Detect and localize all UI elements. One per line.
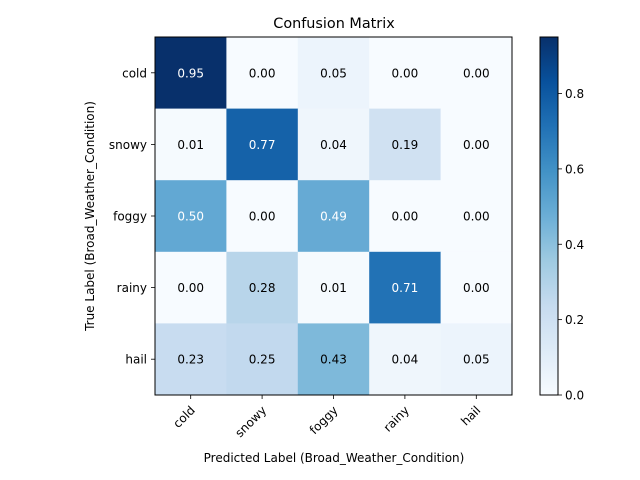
heatmap-cell-3-4 [440, 251, 513, 324]
cell-value-4-0: 0.23 [177, 353, 204, 367]
cell-value-2-0: 0.50 [177, 210, 204, 224]
x-axis-ticks: cold snowy foggy rainy hail [170, 395, 483, 440]
heatmap-cells: 0.95 0.00 0.05 0.00 0.00 0.01 0.77 0.04 0.19 0.00… [155, 37, 513, 396]
heatmap-cell-4-2 [297, 323, 370, 396]
cell-value-2-3: 0.00 [392, 210, 419, 224]
colorbar [539, 36, 559, 396]
y-tick-label-cold: cold [122, 66, 147, 80]
cell-value-1-1: 0.77 [249, 138, 276, 152]
cell-value-4-1: 0.25 [249, 353, 276, 367]
y-axis-label: True Label (Broad_Weather_Condition) [83, 101, 97, 332]
heatmap-cell-0-2 [297, 37, 370, 110]
cell-value-0-1: 0.00 [249, 66, 276, 80]
heatmap-cell-0-4 [440, 37, 513, 110]
cell-value-3-1: 0.28 [249, 281, 276, 295]
x-tick-label-hail: hail [458, 403, 483, 428]
heatmap-cell-4-3 [369, 323, 442, 396]
heatmap-cell-0-1 [226, 37, 299, 110]
cell-value-3-0: 0.00 [177, 281, 204, 295]
heatmap-cell-1-0 [155, 108, 227, 181]
colorbar-tick-label: 0.8 [565, 87, 584, 101]
cell-value-3-2: 0.01 [320, 281, 347, 295]
heatmap-cell-1-1 [226, 108, 299, 181]
cell-value-2-4: 0.00 [463, 210, 490, 224]
heatmap-cell-3-1 [226, 251, 299, 324]
heatmap-cell-4-1 [226, 323, 299, 396]
x-tick-label-foggy: foggy [307, 403, 341, 437]
heatmap-cell-2-3 [369, 180, 442, 253]
heatmap-cell-2-4 [440, 180, 513, 253]
y-tick-label-snowy: snowy [109, 138, 147, 152]
heatmap-cell-0-3 [369, 37, 442, 110]
colorbar-tick-label: 0.4 [565, 238, 584, 252]
cell-value-1-0: 0.01 [177, 138, 204, 152]
heatmap-cell-1-4 [440, 108, 513, 181]
x-axis-label: Predicted Label (Broad_Weather_Condition… [204, 451, 465, 465]
y-tick-label-hail: hail [125, 353, 147, 367]
cell-value-2-1: 0.00 [249, 210, 276, 224]
heatmap-cell-3-0 [155, 251, 227, 324]
heatmap-cell-3-3 [369, 251, 442, 324]
cell-value-3-3: 0.71 [392, 281, 419, 295]
cell-value-4-2: 0.43 [320, 353, 347, 367]
heatmap-cell-4-0 [155, 323, 227, 396]
chart-title: Confusion Matrix [273, 16, 395, 32]
x-tick-label-cold: cold [170, 403, 197, 430]
x-tick-label-rainy: rainy [381, 403, 412, 434]
colorbar-tick-label: 0.2 [565, 313, 584, 327]
colorbar-tick-label: 0.6 [565, 162, 584, 176]
y-axis-ticks: cold snowy foggy rainy hail [109, 66, 155, 367]
heatmap-cell-2-0 [155, 180, 227, 253]
y-tick-label-foggy: foggy [113, 210, 147, 224]
heatmap-cell-2-2 [297, 180, 370, 253]
cell-value-4-3: 0.04 [392, 353, 419, 367]
cell-value-3-4: 0.00 [463, 281, 490, 295]
x-tick-label-snowy: snowy [232, 403, 269, 440]
heatmap-cell-1-3 [369, 108, 442, 181]
cell-value-1-2: 0.04 [320, 138, 347, 152]
cell-value-0-0: 0.95 [177, 66, 204, 80]
cell-value-0-4: 0.00 [463, 66, 490, 80]
colorbar-tick-label: 0.0 [565, 389, 584, 403]
cell-value-0-2: 0.05 [320, 66, 347, 80]
cell-value-2-2: 0.49 [320, 210, 347, 224]
cell-value-4-4: 0.05 [463, 353, 490, 367]
cell-value-1-3: 0.19 [392, 138, 419, 152]
heatmap-cell-2-1 [226, 180, 299, 253]
heatmap-cell-3-2 [297, 251, 370, 324]
heatmap-cell-4-4 [440, 323, 513, 396]
heatmap-cell-1-2 [297, 108, 370, 181]
cell-value-0-3: 0.00 [392, 66, 419, 80]
colorbar-ticks: 0.0 0.2 0.4 0.6 0.8 [558, 87, 584, 403]
heatmap-cell-0-0 [155, 37, 227, 110]
y-tick-label-rainy: rainy [117, 281, 147, 295]
cell-value-1-4: 0.00 [463, 138, 490, 152]
